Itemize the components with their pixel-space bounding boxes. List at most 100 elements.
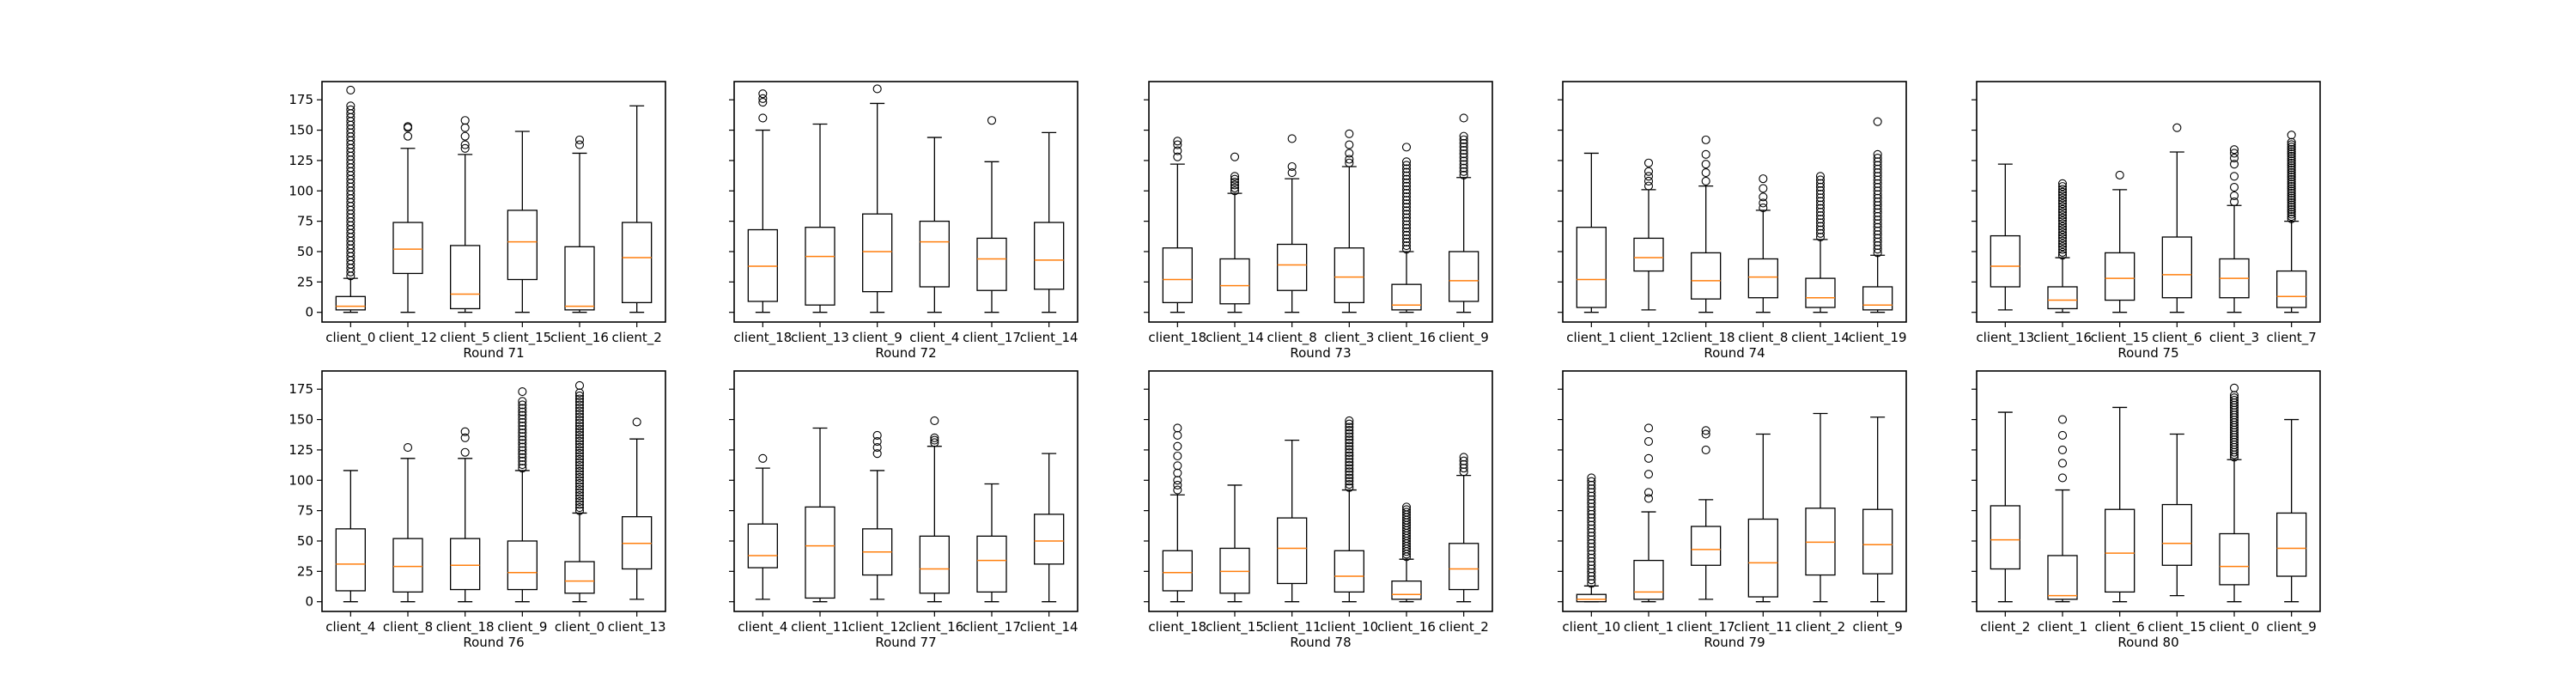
iqr-box: [862, 213, 893, 293]
iqr-box: [2047, 286, 2078, 310]
outlier-point: [2057, 199, 2068, 209]
x-tick-label: client_2: [612, 330, 662, 346]
outlier-point: [872, 84, 882, 94]
box-client_13: [805, 123, 835, 313]
x-tick-label: client_11: [791, 619, 849, 635]
iqr-box: [507, 540, 538, 591]
iqr-box: [2276, 512, 2307, 577]
outlier-point: [758, 97, 768, 107]
iqr-box: [1391, 283, 1422, 311]
outlier-point: [1643, 436, 1654, 447]
box-client_3: [2219, 145, 2250, 313]
y-tick-label: 175: [289, 381, 313, 397]
outlier-point: [1345, 477, 1354, 486]
y-tick-label: 150: [289, 123, 313, 138]
outlier-point: [1401, 237, 1412, 247]
outlier-point: [2287, 140, 2296, 149]
outlier-point: [1173, 152, 1182, 161]
outlier-point: [1173, 480, 1182, 489]
outlier-point: [2057, 202, 2068, 211]
x-tick-label: client_12: [848, 619, 907, 635]
iqr-box: [805, 227, 835, 306]
iqr-box: [1162, 247, 1193, 304]
outlier-point: [574, 397, 585, 407]
outlier-point: [1459, 163, 1468, 173]
outlier-point: [1401, 199, 1412, 209]
outlier-point: [1873, 149, 1882, 159]
outlier-point: [1230, 183, 1240, 192]
outlier-point: [518, 459, 527, 470]
outlier-point: [1345, 129, 1354, 138]
box-client_11: [805, 427, 835, 603]
x-tick-label: client_1: [1624, 619, 1674, 635]
axes-frame: [1148, 370, 1493, 612]
box-client_12: [1633, 158, 1664, 311]
outlier-point: [1643, 423, 1654, 433]
iqr-box: [1576, 593, 1607, 603]
outlier-point: [2287, 186, 2296, 196]
outlier-point: [574, 391, 585, 401]
x-tick-label: client_9: [1439, 330, 1489, 346]
x-tick-label: client_11: [1734, 619, 1792, 635]
outlier-point: [574, 416, 585, 425]
outlier-point: [2229, 396, 2239, 405]
outlier-point: [2287, 149, 2296, 159]
outlier-point: [460, 131, 470, 141]
outlier-point: [574, 446, 585, 455]
outlier-point: [930, 435, 939, 445]
outlier-point: [574, 394, 585, 404]
outlier-point: [872, 449, 882, 459]
outlier-point: [2057, 415, 2068, 424]
outlier-point: [1459, 156, 1468, 166]
iqr-box: [1633, 559, 1664, 600]
outlier-point: [1345, 155, 1354, 164]
outlier-point: [1401, 164, 1412, 173]
round-label: Round 74: [1704, 345, 1765, 361]
outlier-point: [460, 433, 470, 442]
outlier-point: [2287, 173, 2296, 182]
outlier-point: [518, 464, 527, 473]
outlier-point: [1459, 453, 1468, 462]
y-tick-label: 100: [289, 183, 313, 198]
x-tick-label: client_4: [909, 330, 959, 346]
outlier-point: [574, 135, 585, 144]
outlier-point: [1459, 113, 1468, 123]
axes-frame: [1976, 370, 2321, 612]
box-client_2: [1805, 412, 1836, 603]
outlier-point: [2057, 245, 2068, 254]
x-tick-label: client_12: [379, 330, 437, 346]
outlier-point: [2287, 214, 2296, 223]
x-tick-label: client_3: [1324, 330, 1374, 346]
outlier-point: [574, 430, 585, 440]
axes-frame: [733, 370, 1078, 612]
x-tick-label: client_8: [383, 619, 433, 635]
outlier-point: [2229, 393, 2239, 403]
outlier-point: [2287, 184, 2296, 193]
outlier-point: [2229, 154, 2239, 163]
outlier-point: [1345, 149, 1354, 158]
iqr-box: [1449, 543, 1479, 591]
outlier-point: [518, 404, 527, 413]
outlier-point: [632, 417, 641, 427]
box-client_4: [747, 453, 778, 600]
iqr-box: [1633, 237, 1664, 272]
outlier-point: [574, 452, 585, 461]
outlier-point: [1345, 158, 1354, 167]
outlier-point: [1173, 485, 1182, 495]
x-tick-label: client_6: [2152, 330, 2202, 346]
y-tick-label: 50: [297, 533, 313, 549]
iqr-box: [1034, 514, 1065, 565]
outlier-point: [1459, 138, 1468, 148]
box-client_16: [1391, 143, 1422, 313]
box-client_2: [1990, 411, 2020, 603]
outlier-point: [1815, 175, 1826, 185]
round-label: Round 73: [1290, 345, 1351, 361]
outlier-point: [518, 429, 527, 438]
box-client_1: [1576, 152, 1607, 313]
outlier-point: [1345, 445, 1354, 454]
iqr-box: [335, 528, 366, 592]
outlier-point: [1401, 505, 1412, 514]
outlier-point: [2287, 161, 2296, 170]
outlier-point: [1815, 222, 1826, 231]
